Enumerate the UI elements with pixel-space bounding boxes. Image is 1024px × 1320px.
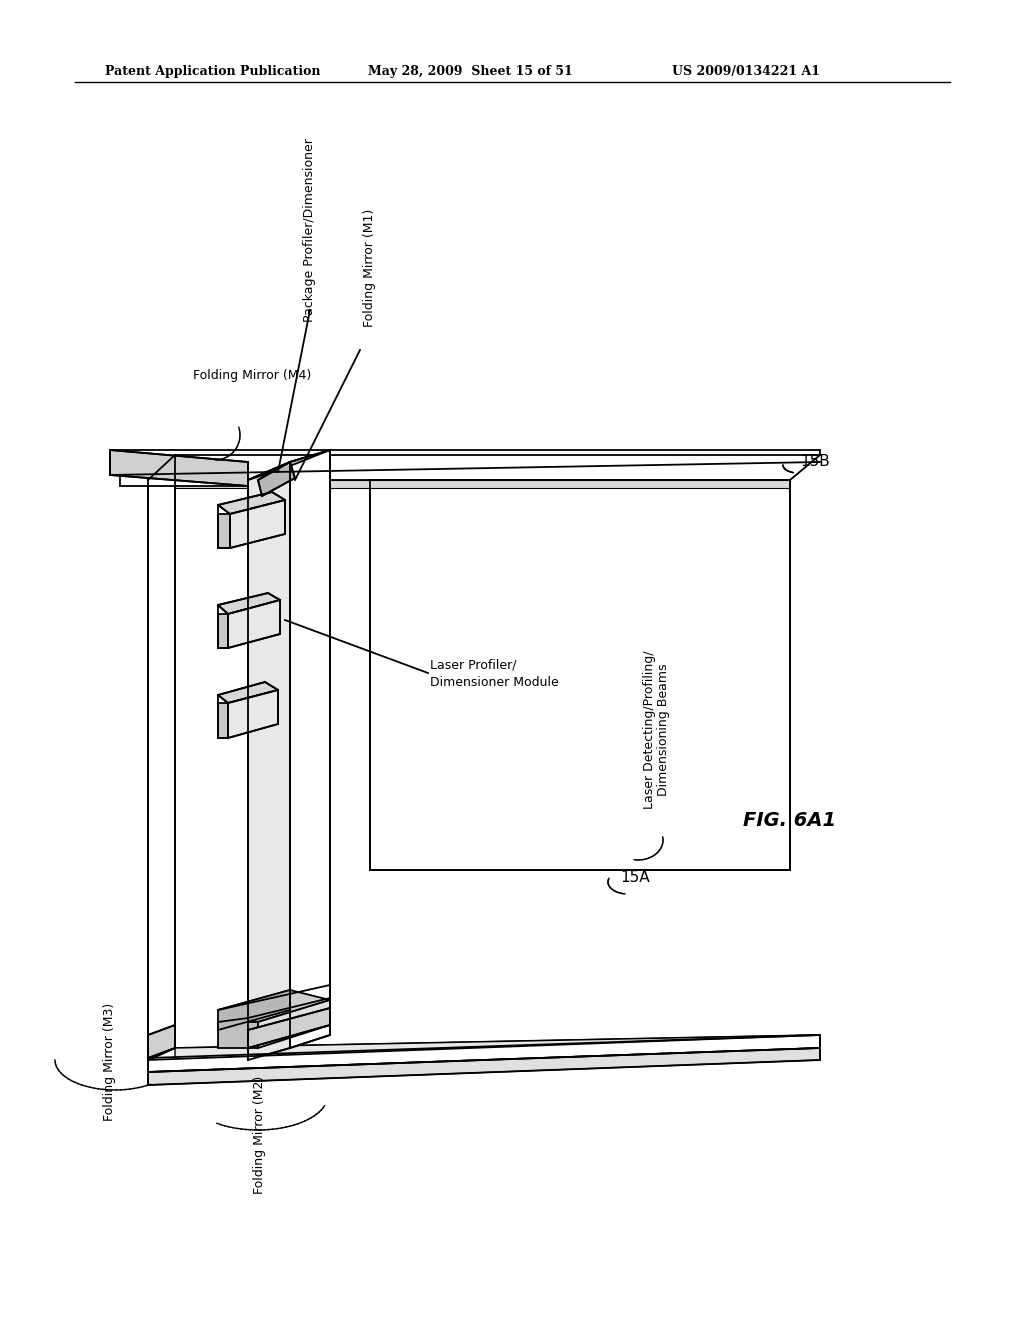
Polygon shape bbox=[290, 450, 330, 1048]
Text: Patent Application Publication: Patent Application Publication bbox=[105, 65, 321, 78]
Polygon shape bbox=[148, 455, 175, 1060]
Polygon shape bbox=[370, 480, 790, 870]
Polygon shape bbox=[148, 455, 175, 1060]
Polygon shape bbox=[148, 480, 790, 488]
Polygon shape bbox=[218, 513, 230, 548]
Polygon shape bbox=[248, 450, 330, 480]
Text: Laser Detecting/Profiling/: Laser Detecting/Profiling/ bbox=[643, 651, 656, 809]
Text: Folding Mirror (M4): Folding Mirror (M4) bbox=[193, 368, 311, 381]
Text: May 28, 2009  Sheet 15 of 51: May 28, 2009 Sheet 15 of 51 bbox=[368, 65, 572, 78]
Text: FIG. 6A1: FIG. 6A1 bbox=[743, 810, 837, 829]
Polygon shape bbox=[228, 601, 280, 648]
Polygon shape bbox=[218, 704, 228, 738]
Text: Folding Mirror (M3): Folding Mirror (M3) bbox=[103, 1003, 117, 1121]
Polygon shape bbox=[258, 1001, 330, 1048]
Polygon shape bbox=[148, 1048, 790, 1060]
Polygon shape bbox=[175, 1035, 820, 1060]
Text: Dimensioner Module: Dimensioner Module bbox=[430, 676, 559, 689]
Polygon shape bbox=[218, 614, 228, 648]
Polygon shape bbox=[248, 1008, 330, 1048]
Text: 15A: 15A bbox=[621, 870, 650, 886]
Text: Laser Profiler/: Laser Profiler/ bbox=[430, 659, 516, 672]
Text: Folding Mirror (M1): Folding Mirror (M1) bbox=[364, 209, 377, 327]
Polygon shape bbox=[148, 1035, 820, 1060]
Polygon shape bbox=[248, 462, 290, 1060]
Text: 15B: 15B bbox=[800, 454, 829, 470]
Polygon shape bbox=[230, 500, 285, 548]
Polygon shape bbox=[218, 990, 330, 1022]
Text: Dimensioning Beams: Dimensioning Beams bbox=[656, 664, 670, 796]
Polygon shape bbox=[218, 990, 290, 1030]
Text: US 2009/0134221 A1: US 2009/0134221 A1 bbox=[672, 65, 820, 78]
Polygon shape bbox=[218, 1022, 258, 1048]
Polygon shape bbox=[148, 1048, 820, 1085]
Polygon shape bbox=[228, 690, 278, 738]
Polygon shape bbox=[218, 682, 278, 704]
Polygon shape bbox=[148, 1026, 175, 1059]
Polygon shape bbox=[110, 450, 248, 486]
Polygon shape bbox=[148, 1035, 820, 1072]
Polygon shape bbox=[258, 462, 295, 496]
Polygon shape bbox=[120, 470, 248, 486]
Text: Package Profiler/Dimensioner: Package Profiler/Dimensioner bbox=[303, 139, 316, 322]
Polygon shape bbox=[148, 455, 820, 480]
Text: Folding Mirror (M2): Folding Mirror (M2) bbox=[254, 1076, 266, 1195]
Polygon shape bbox=[218, 492, 285, 513]
Polygon shape bbox=[218, 593, 280, 614]
